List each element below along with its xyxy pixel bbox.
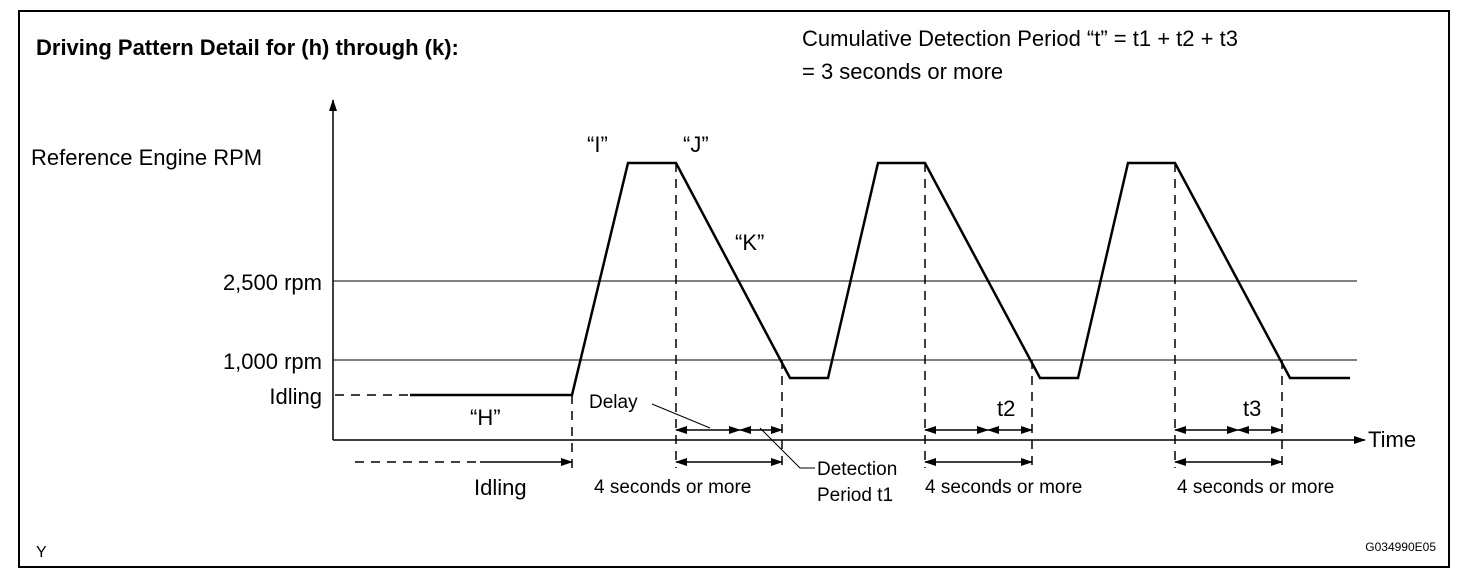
y-label: 2,500 rpm [223,270,322,295]
note: = 3 seconds or more [802,59,1003,84]
corner-mark: Y [36,544,47,561]
detection-label: Period t1 [817,485,893,506]
delay-label: Delay [589,392,638,413]
point-label: “I” [587,132,608,157]
title: Driving Pattern Detail for (h) through (… [36,35,459,60]
y-label: 1,000 rpm [223,349,322,374]
point-label: “H” [470,405,501,430]
point-label: “K” [735,230,764,255]
period-label: 4 seconds or more [925,477,1082,498]
point-label: “J” [683,132,709,157]
arrows [355,403,1283,469]
figure-code: G034990E05 [1365,540,1436,554]
y-label: Idling [269,384,322,409]
rpm-curve [410,161,1350,397]
period-label: 4 seconds or more [594,477,751,498]
t-label: t2 [997,396,1015,421]
note: Cumulative Detection Period “t” = t1 + t… [802,26,1238,51]
y-label: Reference Engine RPM [31,145,262,170]
frame [18,10,1450,568]
period-label: 4 seconds or more [1177,477,1334,498]
idling-label: Idling [474,475,527,500]
t-label: t3 [1243,396,1261,421]
detection-label: Detection [817,459,897,480]
guides [571,163,1283,468]
x-label: Time [1368,427,1416,452]
